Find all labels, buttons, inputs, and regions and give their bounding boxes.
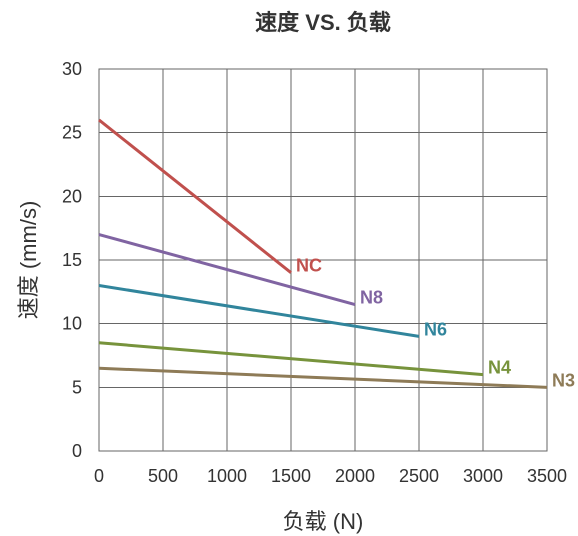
series-label-n6: N6 bbox=[424, 319, 447, 339]
x-tick-label-4: 2000 bbox=[335, 466, 375, 486]
y-tick-label-5: 25 bbox=[62, 123, 82, 143]
y-tick-label-3: 15 bbox=[62, 250, 82, 270]
x-axis-label: 负载 (N) bbox=[283, 509, 364, 534]
series-line-n6 bbox=[98, 283, 420, 338]
plot-border bbox=[98, 68, 548, 452]
tick-layer: 0 500 1000 1500 2000 2500 3000 3500 0 5 10 15 20 25 30 bbox=[62, 59, 567, 486]
x-tick-label-1: 500 bbox=[148, 466, 178, 486]
series-line-n3 bbox=[98, 366, 548, 389]
series-label-layer: NC N8 N6 N4 N3 bbox=[296, 256, 575, 391]
series-label-n3: N3 bbox=[552, 370, 575, 390]
y-tick-label-2: 10 bbox=[62, 314, 82, 334]
x-tick-label-2: 1000 bbox=[207, 466, 247, 486]
y-tick-label-6: 30 bbox=[62, 59, 82, 79]
x-tick-label-0: 0 bbox=[94, 466, 104, 486]
series-label-n4: N4 bbox=[488, 358, 511, 378]
y-axis-label: 速度 (mm/s) bbox=[16, 201, 41, 320]
y-tick-label-1: 5 bbox=[72, 377, 82, 397]
series-line-nc bbox=[98, 118, 292, 274]
y-tick-label-0: 0 bbox=[72, 441, 82, 461]
y-tick-label-4: 20 bbox=[62, 186, 82, 206]
series-line-n4 bbox=[98, 341, 484, 377]
grid-layer bbox=[98, 68, 548, 452]
series-line-n8 bbox=[98, 233, 356, 307]
x-tick-label-7: 3500 bbox=[527, 466, 567, 486]
series-layer bbox=[98, 118, 548, 389]
chart-title: 速度 VS. 负载 bbox=[255, 10, 391, 35]
x-tick-label-6: 3000 bbox=[463, 466, 503, 486]
series-label-nc: NC bbox=[296, 256, 322, 276]
series-label-n8: N8 bbox=[360, 288, 383, 308]
x-tick-label-3: 1500 bbox=[271, 466, 311, 486]
x-tick-label-5: 2500 bbox=[399, 466, 439, 486]
